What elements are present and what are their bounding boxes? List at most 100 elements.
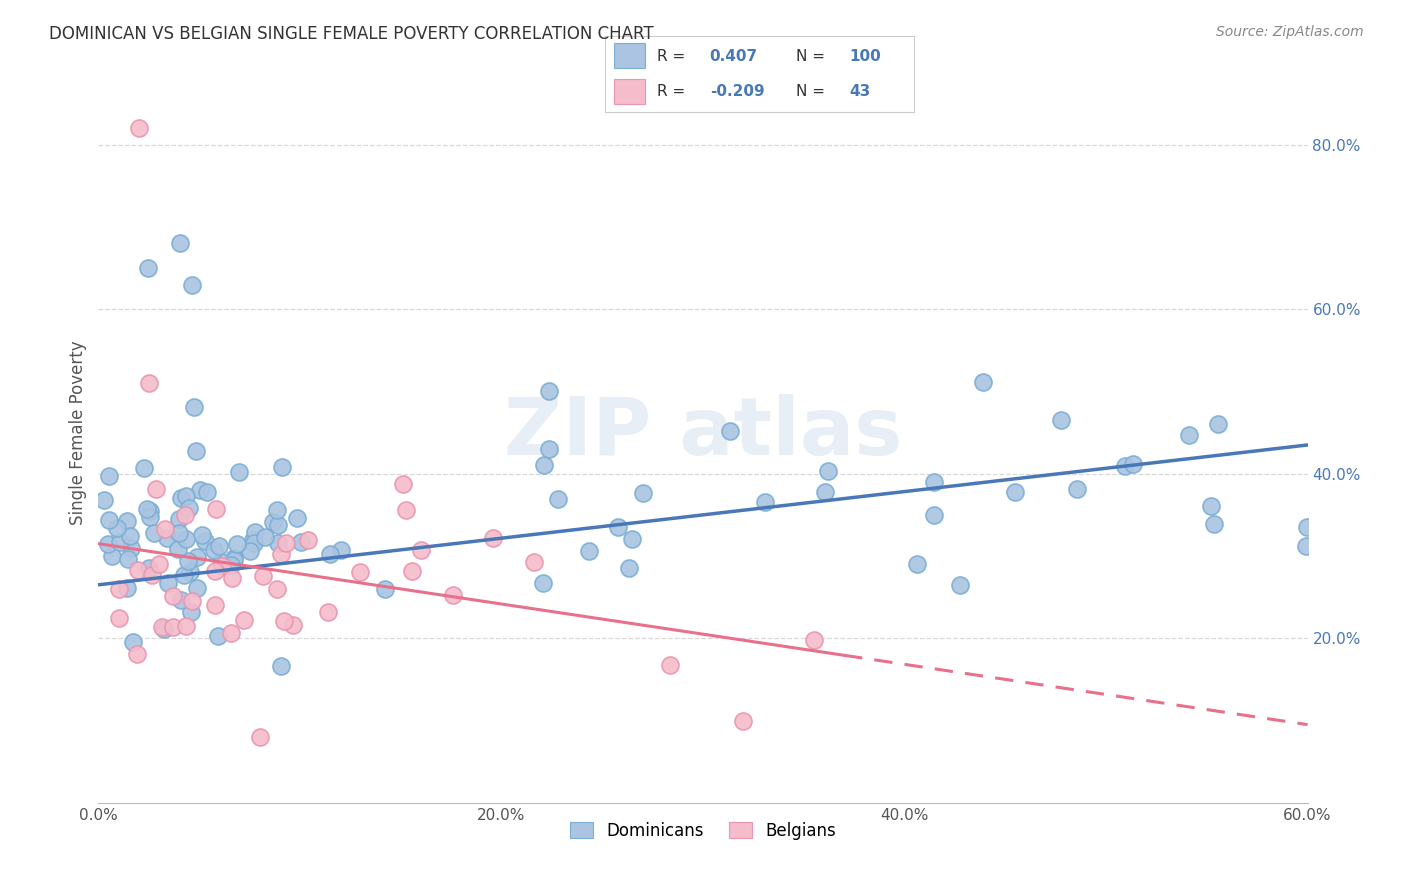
Point — [285, 511, 308, 525]
Point — [181, 593, 204, 607]
Point — [1114, 458, 1136, 473]
Point — [120, 541, 142, 555]
Text: 0.407: 0.407 — [710, 49, 758, 63]
Point — [125, 647, 148, 661]
Point — [145, 482, 167, 496]
Point — [153, 522, 176, 536]
Point — [949, 577, 972, 591]
Point — [270, 658, 292, 673]
Point — [179, 565, 201, 579]
Point — [120, 529, 142, 543]
Point — [232, 613, 254, 627]
Point — [1177, 428, 1199, 442]
Point — [401, 564, 423, 578]
Point — [98, 513, 121, 527]
FancyBboxPatch shape — [614, 78, 645, 104]
Point — [97, 537, 120, 551]
Point — [1206, 417, 1229, 431]
Point — [107, 582, 129, 596]
Point — [254, 530, 277, 544]
Point — [195, 485, 218, 500]
Point — [817, 464, 839, 478]
Point — [97, 469, 120, 483]
Point — [1066, 483, 1088, 497]
Point — [531, 575, 554, 590]
Point — [1295, 539, 1317, 553]
Point — [633, 486, 655, 500]
Point — [297, 533, 319, 547]
Point — [1202, 517, 1225, 532]
Point — [578, 544, 600, 558]
Point — [922, 508, 945, 522]
Point — [409, 543, 432, 558]
Point — [176, 554, 198, 568]
Point — [319, 547, 342, 561]
Point — [273, 614, 295, 628]
Point — [266, 582, 288, 596]
Text: 100: 100 — [849, 49, 880, 63]
Point — [243, 525, 266, 540]
Point — [242, 533, 264, 548]
Point — [141, 567, 163, 582]
Point — [482, 532, 505, 546]
Point — [138, 560, 160, 574]
Point — [537, 442, 560, 456]
Point — [972, 375, 994, 389]
Text: N =: N = — [796, 84, 825, 98]
Point — [107, 610, 129, 624]
Point — [219, 626, 242, 640]
Point — [101, 549, 124, 563]
Point — [173, 567, 195, 582]
Point — [207, 629, 229, 643]
Point — [905, 557, 928, 571]
Point — [1296, 520, 1319, 534]
Point — [243, 536, 266, 550]
Point — [330, 543, 353, 558]
Point — [177, 501, 200, 516]
Point — [249, 730, 271, 744]
Y-axis label: Single Female Poverty: Single Female Poverty — [69, 341, 87, 524]
Point — [1004, 485, 1026, 500]
Point — [754, 494, 776, 508]
Point — [186, 444, 208, 458]
Point — [136, 261, 159, 276]
Point — [138, 376, 160, 391]
Point — [395, 503, 418, 517]
Point — [267, 518, 290, 533]
Text: R =: R = — [657, 49, 685, 63]
Point — [228, 465, 250, 479]
Point — [136, 501, 159, 516]
Point — [814, 485, 837, 500]
Point — [202, 542, 225, 557]
Point — [374, 582, 396, 596]
Point — [194, 534, 217, 549]
Text: Source: ZipAtlas.com: Source: ZipAtlas.com — [1216, 25, 1364, 39]
Point — [290, 534, 312, 549]
Point — [441, 588, 464, 602]
Point — [211, 558, 233, 573]
Point — [204, 564, 226, 578]
Text: DOMINICAN VS BELGIAN SINGLE FEMALE POVERTY CORRELATION CHART: DOMINICAN VS BELGIAN SINGLE FEMALE POVER… — [49, 25, 654, 43]
Point — [283, 618, 305, 632]
Point — [620, 532, 643, 546]
Point — [139, 510, 162, 524]
Point — [139, 504, 162, 518]
Point — [547, 491, 569, 506]
Point — [523, 555, 546, 569]
Text: N =: N = — [796, 49, 825, 63]
Point — [718, 424, 741, 438]
Point — [174, 532, 197, 546]
Point — [169, 525, 191, 540]
Point — [174, 508, 197, 522]
Point — [271, 459, 294, 474]
Point — [186, 581, 208, 595]
Point — [221, 558, 243, 573]
Point — [207, 540, 229, 554]
Point — [266, 503, 288, 517]
Point — [266, 535, 288, 549]
Point — [224, 552, 246, 566]
Point — [1122, 458, 1144, 472]
Point — [204, 501, 226, 516]
Point — [183, 400, 205, 414]
Point — [169, 593, 191, 607]
